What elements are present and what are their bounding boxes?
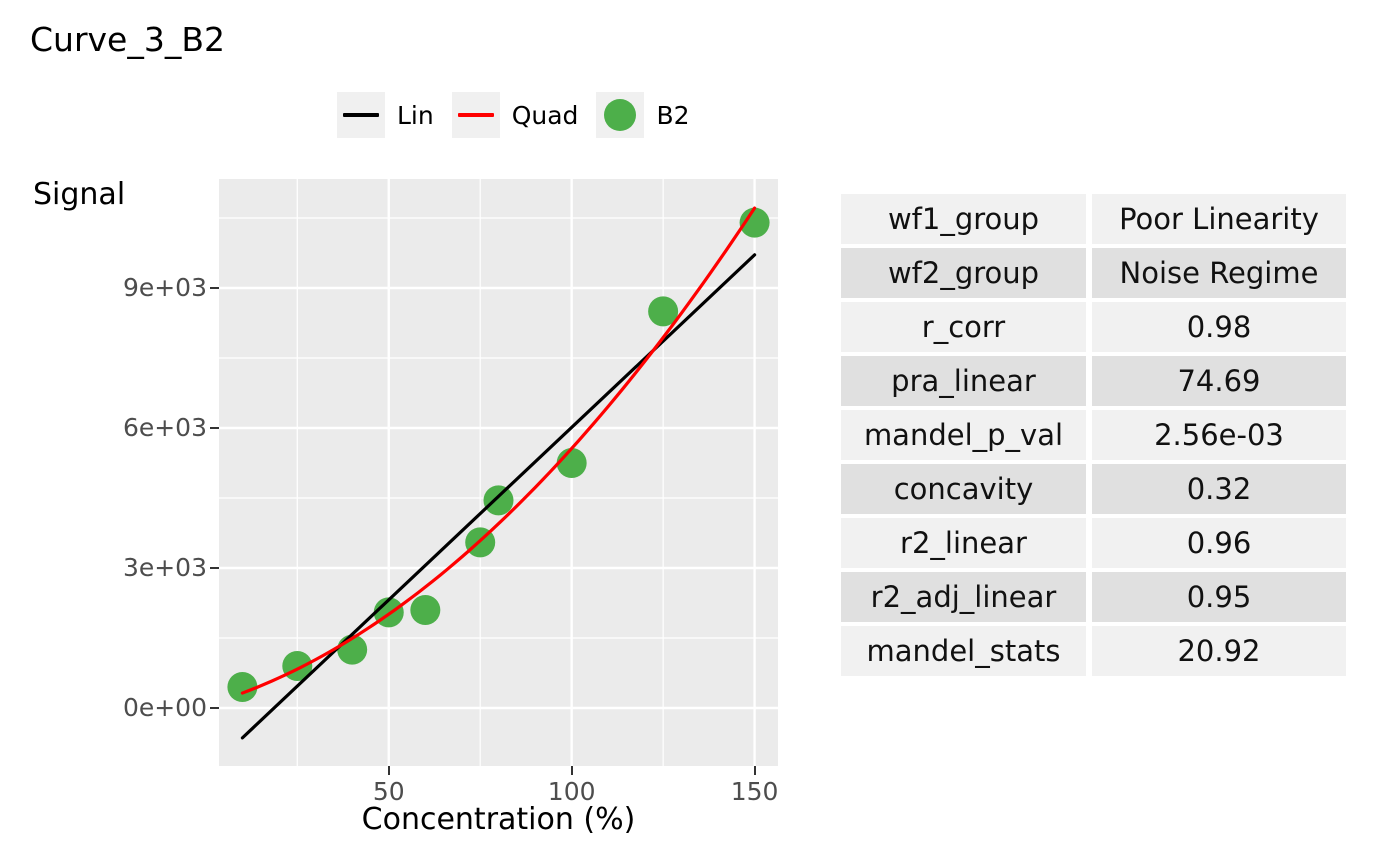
table-row-label: mandel_p_val	[841, 410, 1086, 460]
quad-fit-line	[240, 206, 757, 695]
y-tick-label: 0e+00	[122, 692, 207, 722]
scatter-point	[483, 485, 514, 516]
table-row-value: 2.56e-03	[1092, 410, 1346, 460]
table-row-value: 0.96	[1092, 518, 1346, 568]
linear-fit-line	[240, 253, 757, 740]
page-title: Curve_3_B2	[30, 20, 225, 59]
stats-table: wf1_group Poor Linearity wf2_group Noise Re…	[841, 194, 1346, 676]
legend-key	[451, 92, 500, 138]
legend-key	[596, 92, 645, 138]
y-tick-label: 3e+03	[122, 553, 207, 582]
x-tick-mark	[753, 766, 756, 775]
chart-legend: Lin Quad B2	[337, 92, 690, 138]
x-tick-mark	[570, 766, 573, 775]
table-row-label: pra_linear	[841, 356, 1086, 406]
table-row-value: 0.95	[1092, 572, 1346, 622]
x-tick-label: 100	[547, 777, 596, 806]
table-row-value: 0.98	[1092, 302, 1346, 352]
legend-item: Quad	[451, 92, 579, 138]
table-row-value: 20.92	[1092, 626, 1346, 676]
x-axis-title: Concentration (%)	[361, 802, 636, 837]
y-tick-mark	[210, 706, 219, 709]
table-row-value: 0.32	[1092, 464, 1346, 514]
table-row-label: concavity	[841, 464, 1086, 514]
y-axis-title: Signal	[33, 177, 126, 212]
scatter-point	[648, 296, 679, 327]
legend-line-swatch	[457, 113, 494, 117]
scatter-point	[739, 207, 770, 238]
scatter-point	[227, 671, 258, 702]
table-row-label: r_corr	[841, 302, 1086, 352]
table-row-label: r2_adj_linear	[841, 572, 1086, 622]
y-tick-mark	[210, 287, 219, 289]
table-row-value: Noise Regime	[1092, 248, 1346, 298]
legend-label: B2	[656, 100, 690, 130]
table-row-label: r2_linear	[841, 518, 1086, 568]
y-tick-label: 6e+03	[122, 413, 207, 442]
plot-panel	[219, 179, 778, 766]
x-tick-label: 150	[730, 777, 779, 806]
legend-item: Lin	[337, 92, 434, 138]
table-row-label: mandel_stats	[841, 626, 1086, 676]
y-tick-mark	[210, 567, 219, 569]
legend-point-swatch	[604, 99, 637, 131]
y-tick-mark	[210, 427, 219, 429]
legend-line-swatch	[343, 113, 379, 117]
x-tick-label: 50	[372, 777, 405, 806]
legend-label: Lin	[397, 100, 434, 130]
plot-panel-background	[219, 179, 778, 766]
table-row-label: wf1_group	[841, 194, 1086, 244]
table-row-label: wf2_group	[841, 248, 1086, 298]
table-row-value: 74.69	[1092, 356, 1346, 406]
scatter-point	[556, 448, 587, 479]
legend-item: B2	[596, 92, 690, 138]
y-tick-label: 9e+03	[122, 273, 207, 302]
scatter-point	[410, 594, 441, 625]
legend-label: Quad	[511, 100, 579, 130]
legend-key	[337, 92, 385, 138]
x-tick-mark	[387, 766, 390, 775]
table-row-value: Poor Linearity	[1092, 194, 1346, 244]
